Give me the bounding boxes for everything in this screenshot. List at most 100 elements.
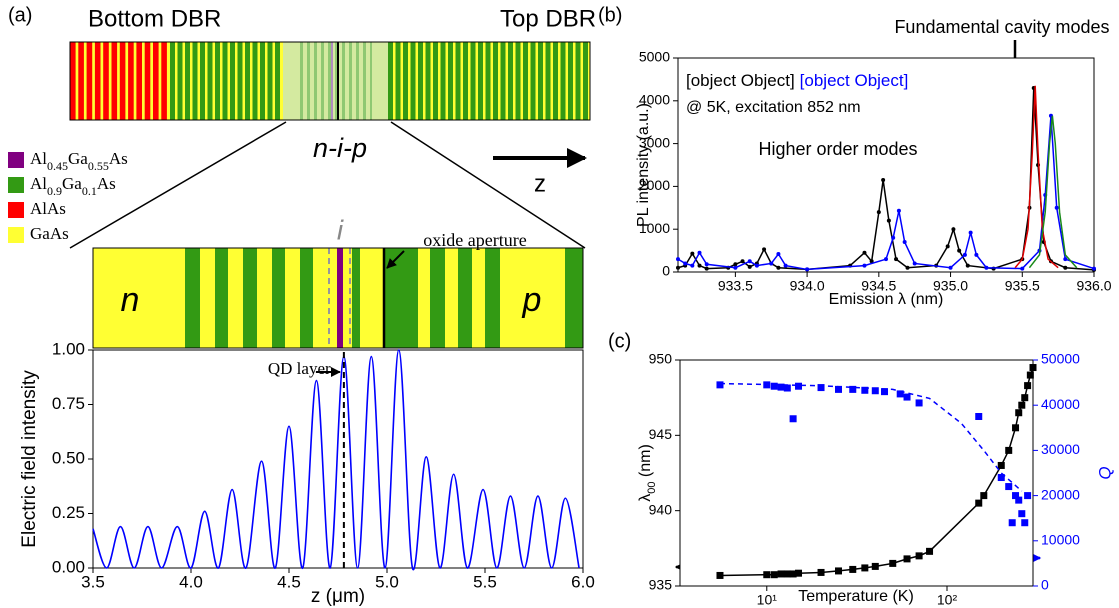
annotation: QD layer bbox=[268, 359, 331, 378]
oxide-arrow bbox=[386, 250, 405, 269]
point bbox=[1063, 265, 1068, 270]
point bbox=[905, 265, 910, 270]
legend-label: Al0.9Ga0.1As bbox=[30, 174, 116, 198]
legend-label-part: 0.1 bbox=[82, 184, 97, 198]
point bbox=[789, 415, 797, 423]
point bbox=[690, 251, 695, 256]
point bbox=[1054, 205, 1059, 210]
point bbox=[951, 227, 956, 232]
layer bbox=[337, 248, 343, 348]
layer bbox=[530, 42, 536, 120]
point bbox=[1015, 496, 1023, 504]
series-line bbox=[92, 349, 580, 571]
point bbox=[876, 210, 881, 215]
point bbox=[975, 413, 983, 420]
point bbox=[1015, 409, 1023, 417]
series-line bbox=[1028, 115, 1078, 269]
point bbox=[834, 567, 842, 575]
layer bbox=[363, 42, 366, 120]
point bbox=[776, 252, 781, 257]
layer bbox=[215, 248, 228, 348]
layer bbox=[538, 42, 543, 120]
point bbox=[795, 569, 803, 577]
layer bbox=[119, 42, 126, 120]
layer bbox=[103, 42, 109, 120]
point bbox=[849, 385, 857, 393]
point bbox=[697, 263, 702, 268]
point bbox=[676, 265, 680, 270]
layer bbox=[177, 42, 183, 120]
bottom-dbr-label: Bottom DBR bbox=[88, 5, 221, 32]
z-label: z bbox=[534, 170, 546, 197]
y2-tick-label: 20000 bbox=[1041, 486, 1080, 502]
y-tick-label: 1000 bbox=[639, 220, 670, 236]
layer bbox=[545, 42, 551, 120]
annotation: Fundamental cavity modes bbox=[894, 17, 1109, 37]
point bbox=[886, 218, 891, 223]
layer bbox=[410, 42, 416, 120]
point bbox=[997, 474, 1005, 482]
legend-swatch bbox=[8, 227, 24, 243]
point bbox=[997, 461, 1005, 469]
y2-tick-label: 50000 bbox=[1041, 351, 1080, 367]
layer bbox=[583, 42, 588, 120]
layer bbox=[314, 42, 317, 120]
layer bbox=[185, 248, 200, 348]
y2-axis-label: Q bbox=[1095, 466, 1114, 479]
layer bbox=[478, 42, 483, 120]
point bbox=[968, 230, 973, 235]
point bbox=[754, 263, 759, 268]
legend-label-part: As bbox=[109, 149, 128, 168]
y-tick-label: 940 bbox=[649, 501, 673, 517]
layer bbox=[111, 42, 118, 120]
layer bbox=[222, 42, 228, 120]
point bbox=[733, 262, 738, 267]
layer bbox=[337, 42, 339, 120]
layer bbox=[161, 42, 167, 120]
panel-label: (c) bbox=[608, 330, 631, 352]
point bbox=[795, 382, 803, 390]
layer bbox=[260, 42, 265, 120]
layer bbox=[403, 42, 408, 120]
layer bbox=[352, 248, 360, 348]
layer bbox=[440, 42, 446, 120]
x-axis-label: z (μm) bbox=[311, 586, 365, 607]
legend-label-part: Al bbox=[30, 174, 47, 193]
legend-label-part: As bbox=[97, 174, 116, 193]
point bbox=[834, 385, 842, 393]
legend-label: GaAs bbox=[30, 224, 69, 243]
layer bbox=[70, 42, 76, 120]
legend-label-part: 0.9 bbox=[47, 184, 62, 198]
layer bbox=[560, 42, 566, 120]
layer bbox=[349, 42, 352, 120]
x-tick-label: 5.5 bbox=[473, 572, 497, 591]
point bbox=[869, 259, 874, 264]
layer bbox=[215, 42, 220, 120]
layer bbox=[485, 248, 500, 348]
layer bbox=[185, 42, 190, 120]
layer bbox=[245, 42, 250, 120]
panel-label: (b) bbox=[598, 4, 622, 26]
point bbox=[1018, 510, 1026, 518]
top-dbr-label: Top DBR bbox=[500, 5, 596, 32]
point bbox=[783, 570, 791, 578]
legend-swatch bbox=[8, 152, 24, 168]
point bbox=[1021, 394, 1029, 402]
point bbox=[763, 571, 771, 579]
layer bbox=[458, 248, 472, 348]
legend-label-part: 0.45 bbox=[47, 159, 68, 173]
conditions-label: @ 5K, excitation 852 nm bbox=[686, 99, 861, 116]
x-tick-label: 934.5 bbox=[861, 278, 896, 294]
legend-label-part: Al bbox=[30, 149, 47, 168]
layer bbox=[433, 42, 438, 120]
layer bbox=[153, 42, 159, 120]
legend-label-part: 0.55 bbox=[88, 159, 109, 173]
point bbox=[965, 263, 970, 268]
y-tick-label: 2000 bbox=[639, 177, 670, 193]
zoom-line bbox=[390, 121, 586, 249]
layer bbox=[252, 42, 258, 120]
plot-frame bbox=[677, 57, 1095, 273]
frame bbox=[69, 41, 591, 121]
y-axis-label: PL intensity (a.u.) bbox=[635, 103, 652, 227]
